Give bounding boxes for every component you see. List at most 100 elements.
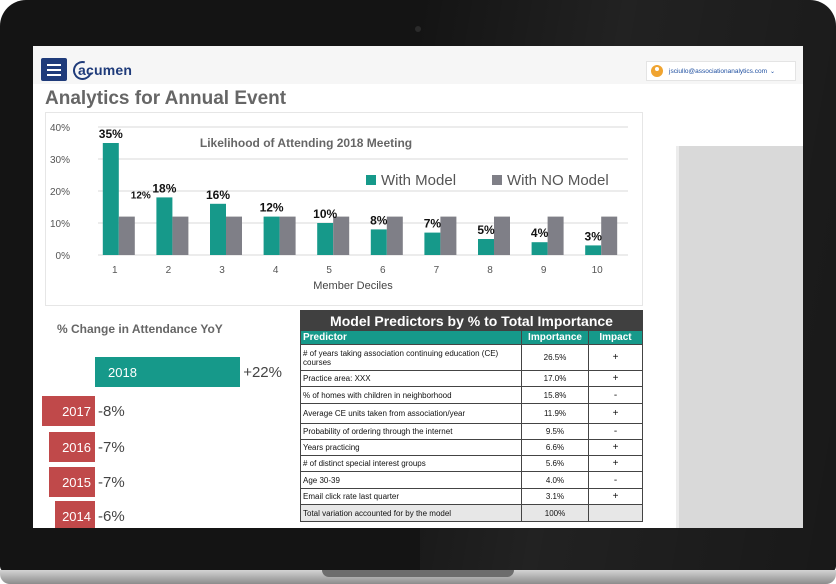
importance-cell: 3.1% <box>521 488 589 505</box>
table-row: Age 30-39 4.0% - <box>300 471 643 489</box>
legend-label-with-no-model: With NO Model <box>507 172 609 189</box>
predictors-table: Model Predictors by % to Total Importanc… <box>300 310 643 522</box>
importance-cell: 26.5% <box>521 344 589 371</box>
bar-with-model <box>263 216 280 255</box>
predictors-table-title: Model Predictors by % to Total Importanc… <box>300 310 643 331</box>
menu-bar-icon <box>47 63 61 66</box>
x-tick-label: 10 <box>592 265 604 276</box>
table-row: # of distinct special interest groups 5.6… <box>300 455 643 472</box>
bar-with-model <box>531 242 548 255</box>
predictor-cell: % of homes with children in neighborhood <box>300 386 522 404</box>
laptop-base-notch <box>322 570 514 577</box>
predictor-cell: Years practicing <box>300 439 522 456</box>
legend-label-with-model: With Model <box>381 172 456 189</box>
x-tick-label: 8 <box>487 265 493 276</box>
header-importance: Importance <box>521 330 589 345</box>
impact-cell: + <box>588 455 643 472</box>
user-email: jsciullo@associationanalytics.com <box>669 67 767 75</box>
likelihood-bar-chart: 0% 10% 20% 30% 40% 35% 1 18% 2 16% 3 12% 4 10% 5 8% 6 7% 7… <box>50 123 628 292</box>
x-axis-label: Member Deciles <box>313 280 393 292</box>
yoy-change-label: -8% <box>98 402 125 420</box>
predictors-table-body: # of years taking association continuing… <box>300 344 643 522</box>
acumen-logo[interactable]: acumen <box>69 57 132 83</box>
laptop-base <box>0 570 836 584</box>
predictor-cell: Age 30-39 <box>300 471 522 489</box>
yoy-row: 2015 -7% <box>33 467 333 497</box>
x-tick-label: 7 <box>434 265 440 276</box>
likelihood-chart-panel: 0% 10% 20% 30% 40% 35% 1 18% 2 16% 3 12% 4 10% 5 8% 6 7% 7… <box>45 112 643 306</box>
data-label-with-model: 4% <box>531 226 549 240</box>
predictor-cell: Email click rate last quarter <box>300 488 522 505</box>
predictor-cell: # of years taking association continuing… <box>300 344 522 371</box>
bar-with-no-model <box>494 216 510 255</box>
data-label-with-model: 12% <box>260 201 284 215</box>
data-label-with-model: 16% <box>206 188 230 202</box>
importance-cell: 11.9% <box>521 403 589 424</box>
importance-cell: 9.5% <box>521 423 589 440</box>
bar-with-model <box>478 239 494 255</box>
bar-with-no-model <box>279 216 296 255</box>
chart-title: Likelihood of Attending 2018 Meeting <box>200 136 412 150</box>
menu-bar-icon <box>47 68 61 71</box>
predictor-cell: Average CE units taken from association/… <box>300 403 522 424</box>
data-label-with-model: 7% <box>424 217 442 231</box>
bar-with-no-model <box>226 216 242 255</box>
screen-right-gray-area <box>676 146 803 528</box>
predictor-cell: Practice area: XXX <box>300 370 522 387</box>
yoy-title: % Change in Attendance YoY <box>57 322 223 336</box>
yoy-change-label: -7% <box>98 438 125 456</box>
yoy-bar: 2014 <box>55 501 95 528</box>
x-tick-label: 4 <box>273 265 279 276</box>
x-tick-label: 5 <box>326 265 332 276</box>
yoy-bar: 2015 <box>48 467 95 497</box>
yoy-row: 2018 +22% <box>33 357 333 387</box>
app-header: acumen jsciullo@associationanalytics.com… <box>33 46 803 84</box>
bar-with-no-model <box>172 216 189 255</box>
total-impact-cell <box>588 504 643 522</box>
table-row: Practice area: XXX 17.0% + <box>300 370 643 387</box>
bar-with-model <box>156 197 173 255</box>
yoy-change-label: -7% <box>98 473 125 491</box>
x-tick-label: 1 <box>112 265 118 276</box>
x-tick-label: 3 <box>219 265 225 276</box>
bar-with-no-model <box>333 216 350 255</box>
bar-with-no-model <box>386 216 403 255</box>
y-tick-label: 0% <box>56 251 71 262</box>
legend-swatch-with-no-model <box>492 175 502 185</box>
table-row: Probability of ordering through the inte… <box>300 423 643 440</box>
yoy-row: 2014 -6% <box>33 501 333 528</box>
yoy-bar: 2017 <box>42 396 95 426</box>
table-row: # of years taking association continuing… <box>300 344 643 371</box>
importance-cell: 5.6% <box>521 455 589 472</box>
screen: acumen jsciullo@associationanalytics.com… <box>33 46 803 528</box>
predictor-cell: Probability of ordering through the inte… <box>300 423 522 440</box>
table-total-row: Total variation accounted for by the mod… <box>300 504 643 522</box>
yoy-change-label: -6% <box>98 507 125 525</box>
header-predictor: Predictor <box>300 330 522 345</box>
table-row: Email click rate last quarter 3.1% + <box>300 488 643 505</box>
bar-with-model <box>370 229 387 255</box>
impact-cell: - <box>588 471 643 489</box>
x-tick-label: 9 <box>541 265 547 276</box>
page-title: Analytics for Annual Event <box>45 88 287 109</box>
data-label-with-model: 10% <box>313 207 337 221</box>
user-account-menu[interactable]: jsciullo@associationanalytics.com ⌄ <box>646 61 796 81</box>
y-tick-label: 30% <box>50 155 70 166</box>
table-row: % of homes with children in neighborhood… <box>300 386 643 404</box>
data-label-with-model: 18% <box>152 181 176 195</box>
bar-with-no-model <box>118 216 135 255</box>
yoy-change-label: +22% <box>243 363 282 381</box>
impact-cell: + <box>588 344 643 371</box>
impact-cell: + <box>588 439 643 456</box>
importance-cell: 15.8% <box>521 386 589 404</box>
table-row: Years practicing 6.6% + <box>300 439 643 456</box>
hamburger-menu-button[interactable] <box>41 58 67 81</box>
bar-with-no-model <box>440 216 457 255</box>
bar-with-model <box>210 203 226 255</box>
total-importance-cell: 100% <box>521 504 589 522</box>
user-avatar-icon <box>651 65 663 77</box>
impact-cell: + <box>588 488 643 505</box>
y-tick-label: 10% <box>50 219 70 230</box>
x-tick-label: 6 <box>380 265 386 276</box>
impact-cell: - <box>588 386 643 404</box>
